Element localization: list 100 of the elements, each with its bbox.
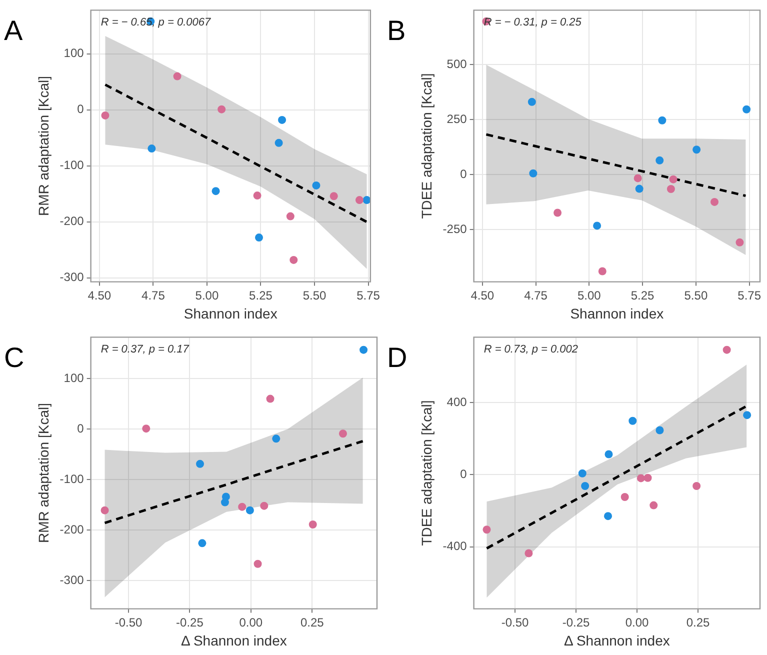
point <box>634 174 642 182</box>
point <box>260 502 268 510</box>
point <box>710 198 719 206</box>
point <box>246 506 254 514</box>
y-tick-label: 0 <box>77 421 84 436</box>
x-tick-label: -0.25 <box>176 615 204 630</box>
point <box>636 474 645 482</box>
line-series <box>486 404 748 550</box>
point <box>644 474 652 482</box>
point <box>142 424 150 433</box>
point <box>274 138 283 147</box>
x-tick-label: 5.25 <box>630 288 655 302</box>
x-tick-label: 5.25 <box>249 288 273 302</box>
point <box>593 222 602 230</box>
y-tick-label: 250 <box>446 112 468 126</box>
point <box>650 501 658 510</box>
point <box>692 146 701 154</box>
y-tick-label: 0 <box>460 466 468 481</box>
point <box>604 450 613 458</box>
x-tick-label: 5.75 <box>738 288 762 302</box>
chart-title: A <box>4 14 23 46</box>
x-tick-label: 0.00 <box>625 615 650 630</box>
point <box>669 175 678 184</box>
x-tick-label: 0.25 <box>686 615 710 630</box>
line-series <box>104 83 368 224</box>
x-tick-label: 5.00 <box>577 288 602 302</box>
chart-title: B <box>387 14 406 46</box>
point <box>290 256 298 264</box>
point <box>635 184 644 193</box>
x-tick-label: 4.75 <box>142 288 166 302</box>
point <box>255 234 264 242</box>
line-series <box>484 133 747 198</box>
y-tick-label: -250 <box>442 222 468 236</box>
annotation: R = 0.37, p = 0.17 <box>100 343 190 356</box>
point <box>554 208 562 217</box>
x-axis-title: Shannon index <box>184 305 278 322</box>
y-tick-label: -300 <box>60 270 84 284</box>
point <box>198 539 206 548</box>
point <box>666 184 675 193</box>
x-axis-title: Shannon index <box>570 305 664 322</box>
point <box>742 105 751 114</box>
y-tick-label: -100 <box>60 472 84 486</box>
line-series <box>104 440 364 524</box>
y-tick-label: -300 <box>60 572 84 587</box>
point <box>272 434 280 443</box>
point <box>254 560 262 568</box>
point <box>598 267 606 276</box>
point <box>101 111 110 120</box>
point <box>148 144 156 153</box>
point <box>692 482 701 490</box>
point <box>656 156 664 164</box>
y-axis-title: TDEE adaptation [Kcal] <box>418 400 434 546</box>
point <box>100 506 109 514</box>
point <box>238 502 246 511</box>
point <box>286 212 294 220</box>
x-tick-label: 0.25 <box>300 615 324 630</box>
point <box>620 492 629 501</box>
point <box>524 549 533 558</box>
y-tick-label: 100 <box>64 370 84 385</box>
point <box>173 72 182 80</box>
point <box>360 346 368 354</box>
point <box>212 187 220 196</box>
point <box>266 394 274 403</box>
x-tick-label: 0.00 <box>239 615 263 630</box>
y-tick-label: -100 <box>60 158 84 172</box>
point <box>482 526 491 534</box>
y-tick-label: -200 <box>60 214 84 228</box>
point <box>736 238 744 246</box>
annotation: R = 0.73, p = 0.002 <box>484 343 578 356</box>
point <box>312 181 320 190</box>
point <box>658 116 666 124</box>
y-tick-label: -400 <box>442 539 468 554</box>
point <box>362 196 370 204</box>
point <box>604 512 612 520</box>
x-tick-label: -0.25 <box>562 615 590 630</box>
x-tick-label: 4.75 <box>524 288 548 302</box>
point <box>338 430 347 438</box>
point <box>743 411 752 420</box>
point <box>529 169 538 178</box>
point <box>628 416 637 425</box>
y-tick-label: 400 <box>446 394 468 409</box>
y-tick-label: 500 <box>446 57 468 72</box>
point <box>196 460 204 468</box>
chart-title: D <box>387 342 408 373</box>
x-axis-title: Δ Shannon index <box>180 632 287 648</box>
point <box>330 192 338 200</box>
point <box>355 196 364 204</box>
point <box>253 192 262 200</box>
x-tick-label: 5.50 <box>302 288 327 302</box>
x-tick-label: 5.50 <box>684 288 708 302</box>
x-tick-label: -0.50 <box>501 615 530 630</box>
point <box>578 469 586 478</box>
y-tick-label: 0 <box>460 167 468 182</box>
point <box>278 116 286 124</box>
chart-title: C <box>4 342 24 373</box>
y-axis-title: RMR adaptation [Kcal] <box>35 402 52 544</box>
x-tick-label: 4.50 <box>470 288 494 302</box>
y-axis-title: RMR adaptation [Kcal] <box>35 76 52 216</box>
x-axis-title: Δ Shannon index <box>564 632 670 648</box>
x-tick-label: 5.00 <box>195 288 219 302</box>
